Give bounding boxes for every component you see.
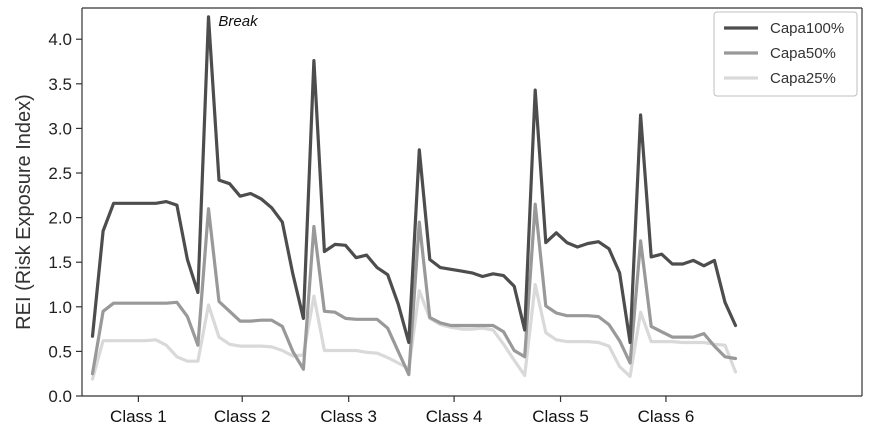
legend-label: Capa25%: [770, 70, 836, 87]
legend-label: Capa100%: [770, 20, 844, 37]
y-tick-label: 1.0: [48, 298, 72, 317]
x-tick-label: Class 2: [214, 407, 271, 426]
x-tick-label: Class 4: [426, 407, 483, 426]
x-ticks: Class 1 Class 2 Class 3 Class 4 Class 5 Class…: [110, 396, 694, 426]
y-tick-label: 3.5: [48, 75, 72, 94]
x-tick-label: Class 1: [110, 407, 167, 426]
series-line: [90, 282, 738, 381]
y-tick-label: 3.0: [48, 119, 72, 138]
y-ticks: 0.0 0.5 1.0 1.5 2.0 2.5 3.0 3.5 4.0: [48, 30, 82, 406]
x-tick-label: Class 3: [320, 407, 377, 426]
series-line: [90, 15, 738, 345]
legend-box: [713, 11, 858, 97]
y-tick-label: 2.5: [48, 164, 72, 183]
y-tick-label: 1.5: [48, 253, 72, 272]
break-annotation: Break: [218, 13, 259, 30]
y-tick-label: 0.5: [48, 342, 72, 361]
x-tick-label: Class 5: [532, 407, 589, 426]
plot-frame: [81, 7, 863, 397]
series-line: [90, 202, 738, 377]
x-tick-label: Class 6: [638, 407, 695, 426]
y-tick-label: 0.0: [48, 387, 72, 406]
legend: Capa100% Capa50% Capa25%: [713, 11, 858, 97]
series-layer: [90, 15, 738, 381]
y-tick-label: 2.0: [48, 209, 72, 228]
legend-label: Capa50%: [770, 45, 836, 62]
y-tick-label: 4.0: [48, 30, 72, 49]
y-axis-title: REI (Risk Exposure Index): [13, 94, 35, 330]
